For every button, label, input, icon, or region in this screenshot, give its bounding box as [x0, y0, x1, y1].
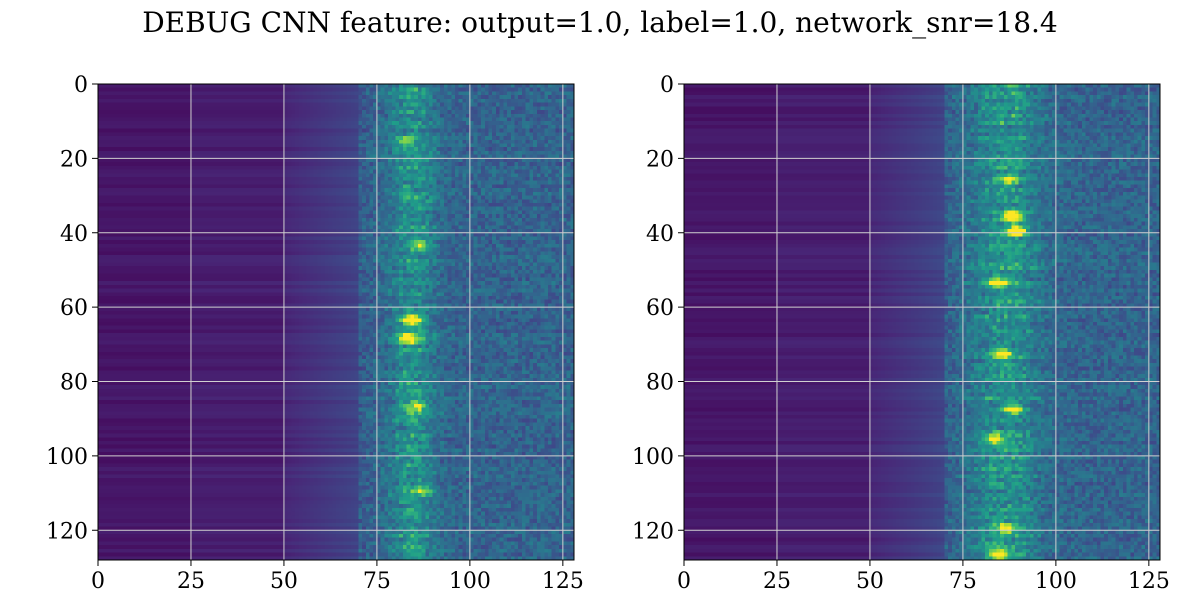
- y-tick-label: 100: [46, 445, 88, 470]
- y-tick-label: 80: [60, 371, 88, 396]
- x-tick-label: 75: [949, 569, 977, 594]
- y-tick-label: 120: [46, 519, 88, 544]
- x-tick-label: 50: [856, 569, 884, 594]
- x-tick-label: 25: [763, 569, 791, 594]
- y-tick-label: 0: [74, 73, 88, 98]
- x-tick-label: 75: [363, 569, 391, 594]
- x-tick-label: 125: [542, 569, 584, 594]
- figure-title: DEBUG CNN feature: output=1.0, label=1.0…: [142, 6, 1058, 39]
- y-tick-label: 0: [660, 73, 674, 98]
- x-tick-label: 50: [270, 569, 298, 594]
- y-tick-label: 80: [646, 371, 674, 396]
- y-tick-label: 60: [646, 296, 674, 321]
- heatmap-image: [98, 84, 574, 560]
- x-tick-label: 100: [449, 569, 491, 594]
- y-tick-label: 120: [632, 519, 674, 544]
- heatmap-image: [684, 84, 1160, 560]
- heatmap-panel-right: 0 25 50 75 100 125 0 20 40 60 80 100 120: [632, 73, 1170, 594]
- x-tick-label: 125: [1128, 569, 1170, 594]
- x-tick-label: 0: [677, 569, 691, 594]
- y-tick-label: 60: [60, 296, 88, 321]
- x-tick-label: 0: [91, 569, 105, 594]
- x-tick-label: 100: [1035, 569, 1077, 594]
- y-tick-label: 40: [60, 222, 88, 247]
- axes-frame: [683, 83, 1161, 561]
- y-tick-label: 40: [646, 222, 674, 247]
- y-tick-label: 20: [646, 147, 674, 172]
- y-tick-label: 20: [60, 147, 88, 172]
- x-tick-label: 25: [177, 569, 205, 594]
- y-tick-label: 100: [632, 445, 674, 470]
- axes-frame: [97, 83, 575, 561]
- heatmap-panel-left: 0 25 50 75 100 125 0 20 40 60 80 100 120: [46, 73, 584, 594]
